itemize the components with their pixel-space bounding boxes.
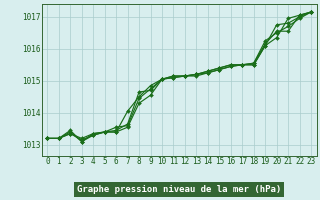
Text: Graphe pression niveau de la mer (hPa): Graphe pression niveau de la mer (hPa) bbox=[77, 185, 281, 194]
